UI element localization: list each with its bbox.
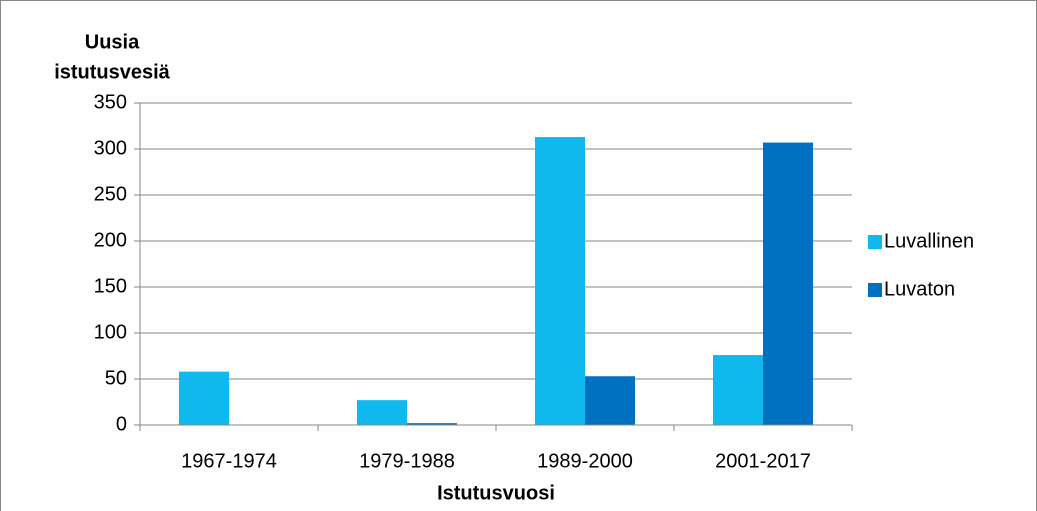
y-axis-label: Uusia [85,31,140,53]
x-tick-label: 2001-2017 [715,450,811,472]
bar [585,376,635,425]
y-axis-label: istutusvesiä [54,61,170,83]
y-tick-label: 350 [94,91,127,113]
legend-label: Luvallinen [884,230,974,252]
x-axis-label: Istutusvuosi [437,482,555,504]
x-tick-label: 1979-1988 [359,450,455,472]
bar [407,423,457,425]
bar [763,142,813,425]
legend-label: Luvaton [884,278,955,300]
y-tick-label: 150 [94,275,127,297]
x-tick-label: 1989-2000 [537,450,633,472]
legend-swatch [868,235,882,249]
y-tick-label: 250 [94,183,127,205]
bar [357,400,407,425]
y-tick-label: 100 [94,321,127,343]
x-tick-label: 1967-1974 [181,450,277,472]
y-tick-label: 50 [105,367,127,389]
legend-swatch [868,283,882,297]
y-tick-label: 200 [94,229,127,251]
bar [713,355,763,425]
bar [535,137,585,426]
bar [179,371,229,425]
y-tick-label: 0 [116,413,127,435]
y-tick-label: 300 [94,137,127,159]
